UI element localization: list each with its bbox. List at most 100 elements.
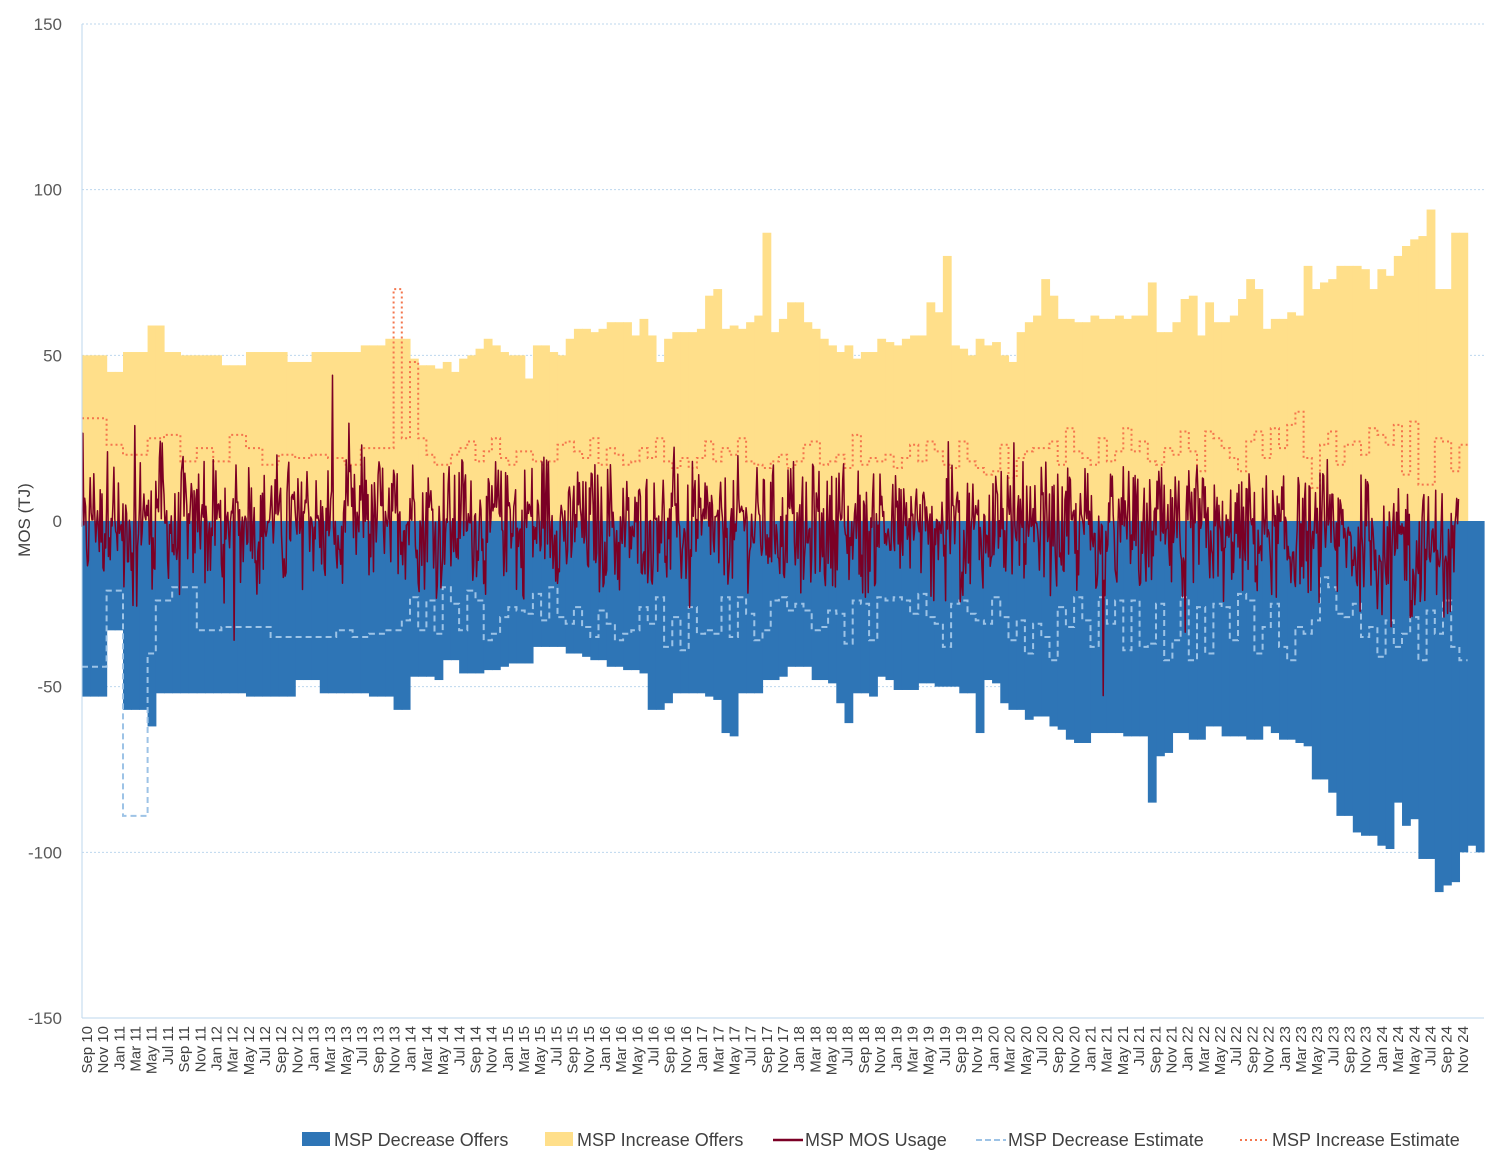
decrease-offer-bar bbox=[524, 521, 534, 664]
increase-offer-bar bbox=[122, 352, 132, 521]
decrease-offer-bar bbox=[401, 521, 411, 710]
increase-offer-bar bbox=[1238, 299, 1247, 521]
legend: MSP Decrease Offers MSP Increase Offers MS… bbox=[302, 1130, 1460, 1150]
decrease-offer-bar bbox=[1016, 521, 1026, 710]
legend-label: MSP Decrease Offers bbox=[334, 1130, 508, 1150]
increase-offer-bar bbox=[336, 352, 345, 521]
increase-offer-bar bbox=[196, 355, 206, 521]
increase-offer-bar bbox=[721, 328, 731, 521]
decrease-offer-bar bbox=[975, 521, 985, 734]
increase-offer-bar bbox=[1131, 315, 1141, 521]
x-tick-label: Jan 24 bbox=[1374, 1026, 1391, 1071]
decrease-offer-bar bbox=[1238, 521, 1247, 737]
decrease-offer-bar bbox=[1303, 521, 1313, 747]
x-tick-label: Mar 24 bbox=[1390, 1026, 1407, 1073]
decrease-offer-bar bbox=[869, 521, 878, 697]
legend-label: MSP Increase Offers bbox=[577, 1130, 743, 1150]
decrease-offer-bar bbox=[1229, 521, 1239, 737]
decrease-offer-bar bbox=[803, 521, 813, 667]
decrease-offer-bar bbox=[655, 521, 665, 710]
increase-offer-bar bbox=[1279, 318, 1288, 521]
x-tick-label: Nov 23 bbox=[1358, 1026, 1375, 1074]
increase-offer-bar bbox=[1426, 209, 1436, 521]
x-tick-label: Nov 14 bbox=[484, 1026, 501, 1074]
x-tick-label: May 22 bbox=[1212, 1026, 1229, 1075]
decrease-offer-bar bbox=[860, 521, 870, 694]
increase-offer-bar bbox=[442, 361, 452, 521]
decrease-offer-bar bbox=[237, 521, 247, 694]
decrease-offer-bar bbox=[582, 521, 591, 657]
increase-offer-bar bbox=[778, 318, 788, 521]
area-series bbox=[82, 209, 1485, 893]
x-tick-label: Nov 24 bbox=[1455, 1026, 1472, 1074]
x-tick-label: Sep 22 bbox=[1244, 1026, 1261, 1074]
x-tick-label: Jul 13 bbox=[354, 1026, 371, 1066]
decrease-offer-bar bbox=[532, 521, 542, 647]
increase-offer-bar bbox=[1451, 232, 1461, 522]
increase-offer-bar bbox=[475, 348, 485, 521]
increase-offer-bar bbox=[836, 352, 846, 521]
x-tick-label: Jan 18 bbox=[791, 1026, 808, 1071]
decrease-offer-bar bbox=[254, 521, 263, 697]
increase-offer-bar bbox=[1402, 245, 1411, 521]
decrease-offer-bar bbox=[385, 521, 395, 697]
increase-offer-bar bbox=[1000, 355, 1010, 521]
decrease-offer-bar bbox=[516, 521, 526, 664]
legend-swatch bbox=[545, 1132, 573, 1146]
decrease-offer-bar bbox=[1352, 521, 1362, 833]
decrease-offer-bar bbox=[467, 521, 477, 674]
increase-offer-bar bbox=[918, 335, 928, 521]
decrease-offer-bar bbox=[1131, 521, 1141, 737]
increase-offer-bar bbox=[647, 335, 657, 521]
decrease-offer-bar bbox=[590, 521, 600, 661]
increase-offer-bar bbox=[303, 361, 313, 521]
decrease-offer-bar bbox=[1369, 521, 1379, 836]
decrease-offer-bar bbox=[377, 521, 386, 697]
y-tick-label: 100 bbox=[34, 181, 62, 200]
increase-offer-bar bbox=[319, 352, 329, 521]
increase-offer-bar bbox=[1385, 275, 1395, 521]
increase-offer-bar bbox=[844, 345, 854, 521]
increase-offer-bar bbox=[639, 318, 649, 521]
increase-offer-bar bbox=[893, 345, 903, 521]
x-tick-label: Mar 22 bbox=[1196, 1026, 1213, 1073]
x-tick-labels: Sep 10 Nov 10 Jan 11 Mar 11 May 11 Jul 11 Sep … bbox=[79, 1026, 1472, 1075]
decrease-offer-bar bbox=[844, 521, 854, 724]
decrease-offer-bar bbox=[1418, 521, 1428, 859]
increase-offer-bar bbox=[885, 342, 895, 521]
decrease-offer-bar bbox=[500, 521, 509, 667]
decrease-offer-bar bbox=[1188, 521, 1198, 740]
decrease-offer-bar bbox=[918, 521, 928, 684]
x-tick-label: Mar 12 bbox=[225, 1026, 242, 1073]
decrease-offer-bar bbox=[1106, 521, 1116, 734]
increase-offer-bar bbox=[811, 328, 821, 521]
decrease-offer-bar bbox=[729, 521, 739, 737]
increase-offer-bar bbox=[1139, 315, 1149, 521]
increase-offer-bar bbox=[803, 322, 813, 521]
increase-estimate-line bbox=[82, 288, 1468, 489]
increase-offer-bar bbox=[1033, 315, 1042, 521]
increase-offer-bar bbox=[377, 345, 386, 521]
x-tick-label: Jul 16 bbox=[646, 1026, 663, 1066]
increase-offer-bar bbox=[762, 232, 772, 522]
decrease-offer-bar bbox=[1393, 521, 1403, 803]
x-tick-label: Mar 23 bbox=[1293, 1026, 1310, 1073]
increase-offer-bar bbox=[926, 302, 936, 521]
increase-offer-bar bbox=[910, 335, 919, 521]
decrease-offer-bar bbox=[1377, 521, 1387, 846]
decrease-offer-bar bbox=[721, 521, 731, 734]
decrease-offer-bar bbox=[459, 521, 468, 674]
x-tick-label: Jan 11 bbox=[111, 1026, 128, 1070]
decrease-offer-bar bbox=[877, 521, 887, 677]
x-tick-label: May 19 bbox=[921, 1026, 938, 1075]
decrease-offer-bar bbox=[606, 521, 616, 667]
increase-offer-bar bbox=[582, 328, 591, 521]
increase-offer-bar bbox=[1057, 318, 1067, 521]
decrease-offer-bar bbox=[1082, 521, 1092, 743]
decrease-offer-bar bbox=[336, 521, 345, 694]
increase-offer-bar bbox=[1024, 322, 1034, 521]
decrease-offer-bar bbox=[778, 521, 788, 677]
decrease-offer-bar bbox=[1008, 521, 1018, 710]
legend-item: MSP Decrease Estimate bbox=[976, 1130, 1204, 1150]
x-tick-label: May 14 bbox=[435, 1026, 452, 1075]
